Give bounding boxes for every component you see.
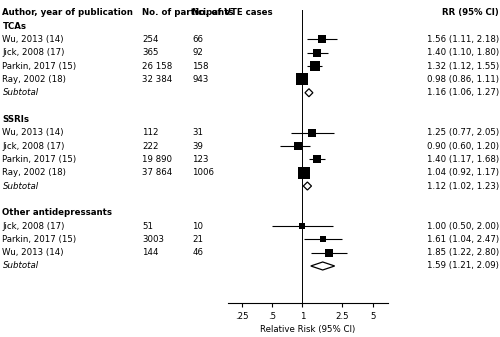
Text: 46: 46 (192, 248, 203, 257)
Text: 21: 21 (192, 235, 203, 244)
Text: No. of VTE cases: No. of VTE cases (192, 8, 273, 17)
Text: 1.16 (1.06, 1.27): 1.16 (1.06, 1.27) (427, 88, 499, 97)
Text: 1.59 (1.21, 2.09): 1.59 (1.21, 2.09) (427, 262, 499, 271)
Text: 10: 10 (192, 221, 203, 231)
Text: 254: 254 (142, 35, 159, 44)
Text: 1.12 (1.02, 1.23): 1.12 (1.02, 1.23) (427, 182, 499, 190)
Text: Ray, 2002 (18): Ray, 2002 (18) (2, 168, 66, 177)
Text: 32 384: 32 384 (142, 75, 173, 84)
Text: 158: 158 (192, 62, 209, 70)
Text: 123: 123 (192, 155, 209, 164)
Text: SSRIs: SSRIs (2, 115, 30, 124)
Text: 0.90 (0.60, 1.20): 0.90 (0.60, 1.20) (427, 142, 499, 151)
Text: Parkin, 2017 (15): Parkin, 2017 (15) (2, 62, 76, 70)
Text: 112: 112 (142, 128, 159, 137)
Text: 1.61 (1.04, 2.47): 1.61 (1.04, 2.47) (427, 235, 499, 244)
Text: Ray, 2002 (18): Ray, 2002 (18) (2, 75, 66, 84)
Text: TCAs: TCAs (2, 22, 26, 31)
Text: Wu, 2013 (14): Wu, 2013 (14) (2, 35, 64, 44)
Text: 1.40 (1.17, 1.68): 1.40 (1.17, 1.68) (427, 155, 499, 164)
Text: Subtotal: Subtotal (2, 262, 38, 271)
Text: 92: 92 (192, 48, 203, 57)
Text: 144: 144 (142, 248, 159, 257)
Text: 39: 39 (192, 142, 203, 151)
Text: 1.85 (1.22, 2.80): 1.85 (1.22, 2.80) (427, 248, 499, 257)
Text: 943: 943 (192, 75, 209, 84)
Text: Jick, 2008 (17): Jick, 2008 (17) (2, 221, 65, 231)
Text: Subtotal: Subtotal (2, 88, 38, 97)
Text: 1.00 (0.50, 2.00): 1.00 (0.50, 2.00) (427, 221, 499, 231)
Text: 1006: 1006 (192, 168, 214, 177)
Text: 3003: 3003 (142, 235, 165, 244)
Text: Jick, 2008 (17): Jick, 2008 (17) (2, 48, 65, 57)
X-axis label: Relative Risk (95% CI): Relative Risk (95% CI) (260, 326, 355, 335)
Text: 1.25 (0.77, 2.05): 1.25 (0.77, 2.05) (427, 128, 499, 137)
Text: 1.40 (1.10, 1.80): 1.40 (1.10, 1.80) (427, 48, 499, 57)
Text: 37 864: 37 864 (142, 168, 173, 177)
Text: No. of participants: No. of participants (142, 8, 234, 17)
Text: 51: 51 (142, 221, 154, 231)
Text: Parkin, 2017 (15): Parkin, 2017 (15) (2, 235, 76, 244)
Text: Wu, 2013 (14): Wu, 2013 (14) (2, 128, 64, 137)
Text: RR (95% CI): RR (95% CI) (442, 8, 499, 17)
Text: 1.04 (0.92, 1.17): 1.04 (0.92, 1.17) (427, 168, 499, 177)
Text: 66: 66 (192, 35, 203, 44)
Text: 26 158: 26 158 (142, 62, 173, 70)
Text: 1.32 (1.12, 1.55): 1.32 (1.12, 1.55) (427, 62, 499, 70)
Text: 19 890: 19 890 (142, 155, 172, 164)
Text: 222: 222 (142, 142, 159, 151)
Text: 1.56 (1.11, 2.18): 1.56 (1.11, 2.18) (427, 35, 499, 44)
Text: 365: 365 (142, 48, 159, 57)
Text: 31: 31 (192, 128, 203, 137)
Text: Parkin, 2017 (15): Parkin, 2017 (15) (2, 155, 76, 164)
Text: Subtotal: Subtotal (2, 182, 38, 190)
Text: Wu, 2013 (14): Wu, 2013 (14) (2, 248, 64, 257)
Text: 0.98 (0.86, 1.11): 0.98 (0.86, 1.11) (427, 75, 499, 84)
Text: Author, year of publication: Author, year of publication (2, 8, 134, 17)
Text: Other antidepressants: Other antidepressants (2, 208, 112, 217)
Text: Jick, 2008 (17): Jick, 2008 (17) (2, 142, 65, 151)
